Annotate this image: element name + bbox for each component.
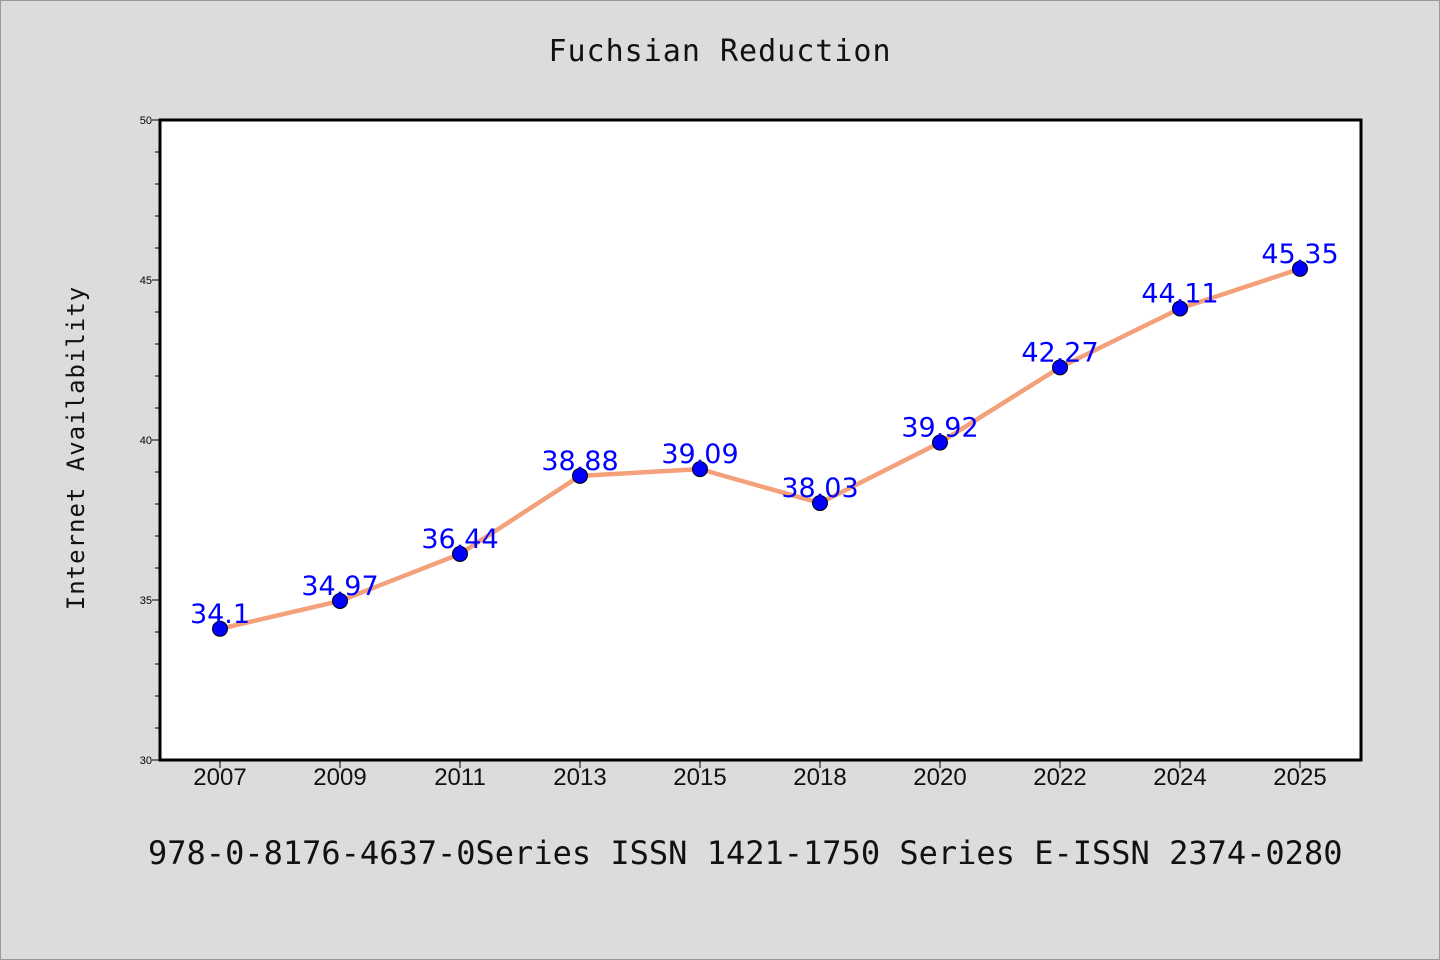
- data-label: 34.1: [190, 599, 250, 630]
- data-point: [812, 495, 828, 512]
- data-label: 38.03: [781, 473, 858, 504]
- data-label: 39.92: [901, 413, 978, 444]
- data-label: 38.88: [541, 446, 618, 477]
- footer-text: 978-0-8176-4637-0Series ISSN 1421-1750 S…: [148, 834, 1343, 872]
- series-line: [217, 266, 1303, 632]
- data-point: [572, 467, 588, 484]
- data-label: 34.97: [301, 571, 378, 602]
- y-tick-label: 40: [140, 435, 152, 447]
- x-tick-label: 2009: [313, 764, 366, 791]
- data-label: 44.11: [1141, 278, 1218, 309]
- data-label: 36.44: [421, 524, 498, 555]
- data-point: [932, 434, 948, 451]
- data-point: [1172, 300, 1188, 317]
- data-point: [212, 620, 228, 637]
- x-tick-label: 2020: [913, 764, 966, 791]
- y-tick-label: 30: [140, 755, 152, 767]
- x-tick-label: 2025: [1273, 764, 1326, 791]
- data-label-layer: 34.1 34.97 36.44 38.88 39.09 38.03 39.92 42.27 4…: [190, 239, 1339, 630]
- x-tick-label: 2011: [434, 764, 486, 791]
- x-tick-label: 2013: [553, 764, 606, 791]
- data-point: [452, 545, 468, 562]
- data-label: 45.35: [1261, 239, 1338, 270]
- x-tick-label: 2018: [793, 764, 846, 791]
- y-tick-label: 45: [140, 275, 152, 287]
- y-tick-label: 35: [140, 595, 152, 607]
- x-tick-label: 2024: [1153, 764, 1206, 791]
- plot-area: [158, 118, 1363, 762]
- y-axis: 30 35 40 45 50: [140, 115, 160, 767]
- x-tick-label: 2015: [673, 764, 726, 791]
- data-label: 42.27: [1021, 337, 1098, 368]
- data-point: [332, 592, 348, 609]
- y-tick-label: 50: [140, 115, 152, 127]
- series-layer: [212, 260, 1308, 637]
- data-point: [692, 461, 708, 478]
- data-point: [1292, 260, 1308, 277]
- x-tick-label: 2007: [193, 764, 246, 791]
- data-point: [1052, 359, 1068, 376]
- x-axis: 2007 2009 2011 2013 2015 2018 2020 2022 2024 2025: [193, 760, 1327, 791]
- x-tick-label: 2022: [1033, 764, 1086, 791]
- data-label: 39.09: [661, 439, 738, 470]
- chart-title: Fuchsian Reduction: [548, 34, 892, 69]
